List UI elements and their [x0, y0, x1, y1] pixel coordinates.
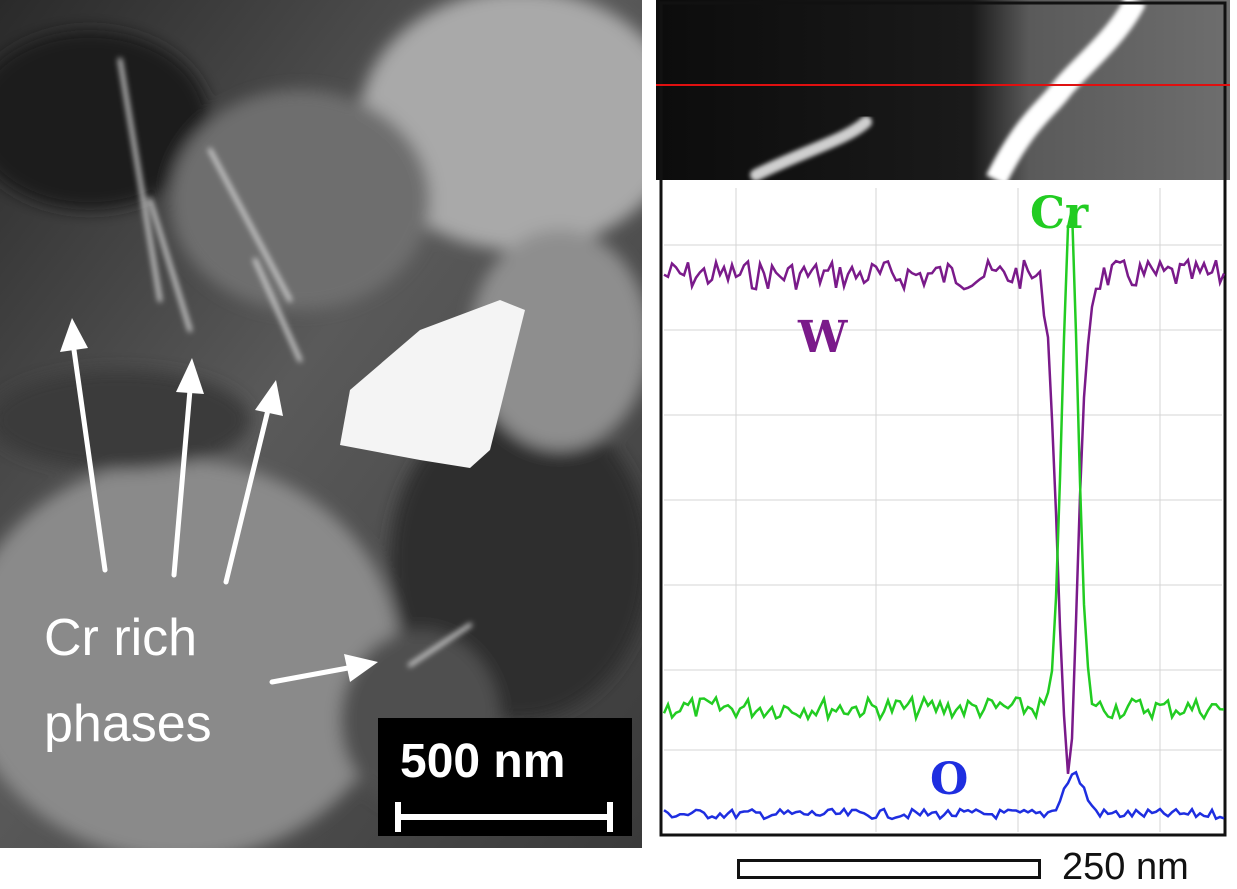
annotation-line-2: phases [44, 695, 212, 753]
label-Cr: Cr [1030, 188, 1089, 239]
tem-image [0, 0, 642, 848]
scale-bar-label: 500 nm [400, 735, 566, 788]
arrow-2-head [176, 358, 204, 394]
arrow-4-head [344, 654, 378, 682]
label-W: W [798, 312, 848, 363]
label-O: O [930, 754, 969, 805]
arrow-1-head [60, 318, 88, 352]
plot-grid [664, 188, 1222, 832]
series-O-line [663, 770, 1225, 821]
tem-micrograph: Cr rich phases 500 nm [0, 0, 642, 848]
arrow-3-head [255, 380, 283, 416]
panel-frame [659, 1, 1227, 837]
series-Cr-line [662, 208, 1225, 723]
scale-bar [395, 802, 613, 832]
arrow-1 [71, 347, 108, 573]
arrow-4 [269, 665, 351, 685]
arrow-3 [223, 407, 271, 585]
stem-image [656, 0, 1230, 180]
profile-scale-bar-label: 250 nm [1062, 846, 1189, 888]
series-W-line [663, 256, 1226, 774]
scale-bar-box: 500 nm [378, 718, 632, 836]
arrow-2 [171, 387, 193, 578]
profile-scale-bar [737, 859, 1041, 879]
annotation-arrows [60, 318, 378, 685]
eds-profile-plot [656, 1, 1230, 837]
eds-line-scan-panel: Cr W O [656, 0, 1230, 838]
annotation-line-1: Cr rich [44, 609, 198, 667]
